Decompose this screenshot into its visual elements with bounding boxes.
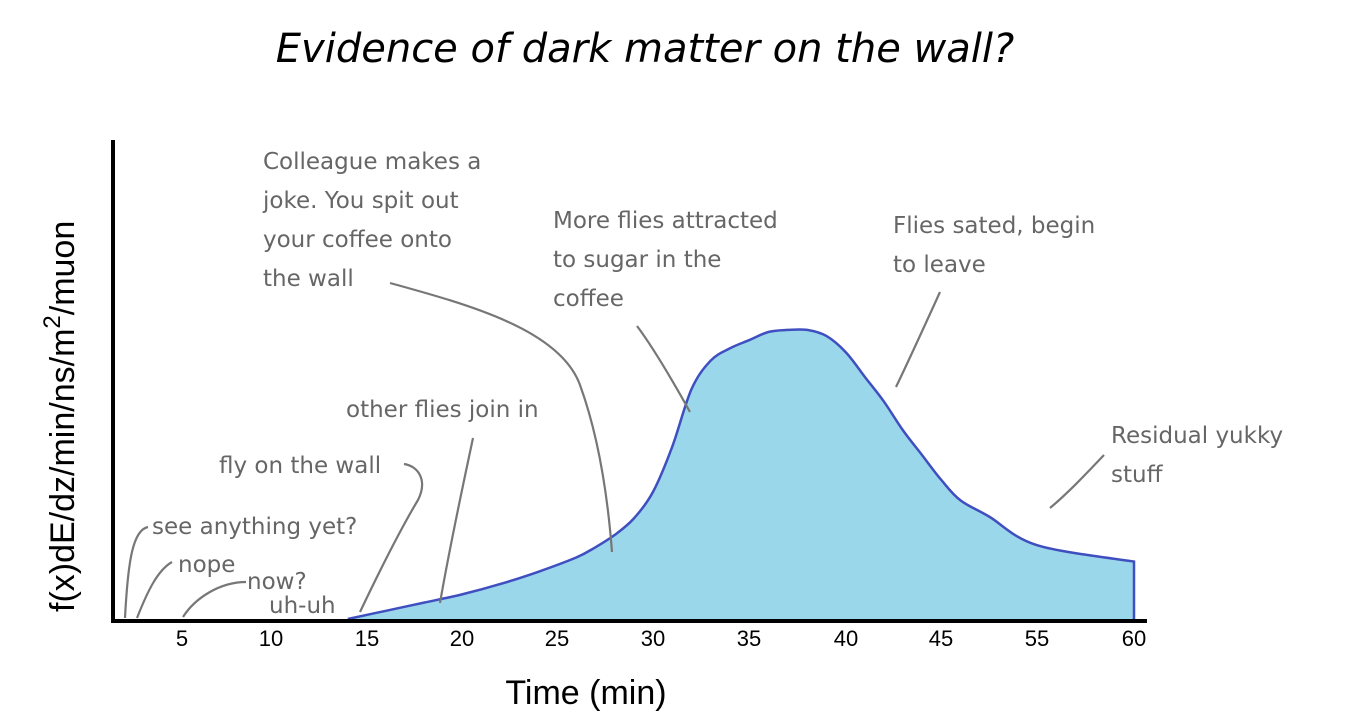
series-line bbox=[347, 328, 1136, 621]
annotation-text: Colleague makes a joke. You spit out your … bbox=[262, 149, 481, 292]
annotation-line: Residual yukky bbox=[1111, 423, 1283, 449]
annotation-text: Residual yukky stuff bbox=[1111, 423, 1283, 488]
annotation-line: to leave bbox=[893, 252, 986, 278]
annotation-leader-line bbox=[895, 291, 942, 388]
annotation-text: see anything yet? bbox=[152, 514, 357, 540]
x-tick-label: 55 bbox=[1025, 626, 1049, 651]
annotation-line: other flies join in bbox=[346, 397, 539, 423]
annotation-leader-line bbox=[359, 462, 424, 613]
annotation-leader-line bbox=[135, 561, 173, 619]
x-tick-label: 5 bbox=[176, 626, 188, 651]
annotation-text: nope bbox=[178, 552, 235, 578]
annotation-leader-line bbox=[1049, 454, 1105, 509]
annotation-line: uh-uh bbox=[269, 593, 336, 619]
annotation-line: Flies sated, begin bbox=[893, 213, 1095, 239]
annotation-text: fly on the wall bbox=[219, 453, 381, 479]
annotation-leader-line bbox=[123, 525, 149, 619]
annotations: Colleague makes a joke. You spit out your … bbox=[123, 149, 1283, 619]
x-tick-label: 20 bbox=[450, 626, 474, 651]
annotation-line: your coffee onto bbox=[263, 227, 452, 253]
y-axis-label-main: f(x)dE/dz/min/ns/m bbox=[44, 329, 82, 612]
x-tick-label: 15 bbox=[355, 626, 379, 651]
annotation-line: coffee bbox=[553, 286, 624, 312]
annotation-line: to sugar in the bbox=[553, 247, 721, 273]
annotation-leader-line bbox=[182, 580, 247, 618]
x-tick-labels: 5 10 15 20 25 30 35 40 45 55 60 bbox=[176, 626, 1146, 651]
annotation-leader-line bbox=[636, 325, 691, 413]
annotation-line: fly on the wall bbox=[219, 453, 381, 479]
x-tick-label: 35 bbox=[737, 626, 761, 651]
x-tick-label: 60 bbox=[1122, 626, 1146, 651]
annotation-line: stuff bbox=[1111, 462, 1164, 488]
annotation-line: Colleague makes a bbox=[263, 149, 481, 175]
annotation-text: Flies sated, begin to leave bbox=[893, 213, 1095, 278]
area-fill bbox=[347, 329, 1134, 619]
x-tick-label: 25 bbox=[545, 626, 569, 651]
annotation-leader-line bbox=[438, 437, 475, 604]
annotation-line: nope bbox=[178, 552, 235, 578]
y-axis-label-tail: /muon bbox=[44, 221, 82, 316]
x-axis-label: Time (min) bbox=[505, 674, 666, 712]
annotation-line: now? bbox=[247, 569, 307, 595]
annotation-line: see anything yet? bbox=[152, 514, 357, 540]
y-axis-label: f(x)dE/dz/min/ns/m2/muon bbox=[39, 221, 82, 612]
x-tick-label: 30 bbox=[641, 626, 665, 651]
annotation-text: More flies attracted to sugar in the coffe… bbox=[553, 208, 778, 312]
x-tick-label: 45 bbox=[929, 626, 953, 651]
annotation-text: now? bbox=[247, 569, 307, 595]
annotation-leader-line bbox=[389, 281, 614, 553]
annotation-line: More flies attracted bbox=[553, 208, 778, 234]
annotation-text: other flies join in bbox=[346, 397, 539, 423]
plot-area bbox=[347, 328, 1136, 621]
x-tick-label: 10 bbox=[259, 626, 283, 651]
y-axis-label-superscript: 2 bbox=[39, 315, 66, 328]
chart-title: Evidence of dark matter on the wall? bbox=[276, 26, 1014, 72]
annotation-line: the wall bbox=[263, 266, 354, 292]
annotation-text: uh-uh bbox=[269, 593, 336, 619]
x-tick-label: 40 bbox=[834, 626, 858, 651]
annotation-line: joke. You spit out bbox=[262, 188, 459, 214]
